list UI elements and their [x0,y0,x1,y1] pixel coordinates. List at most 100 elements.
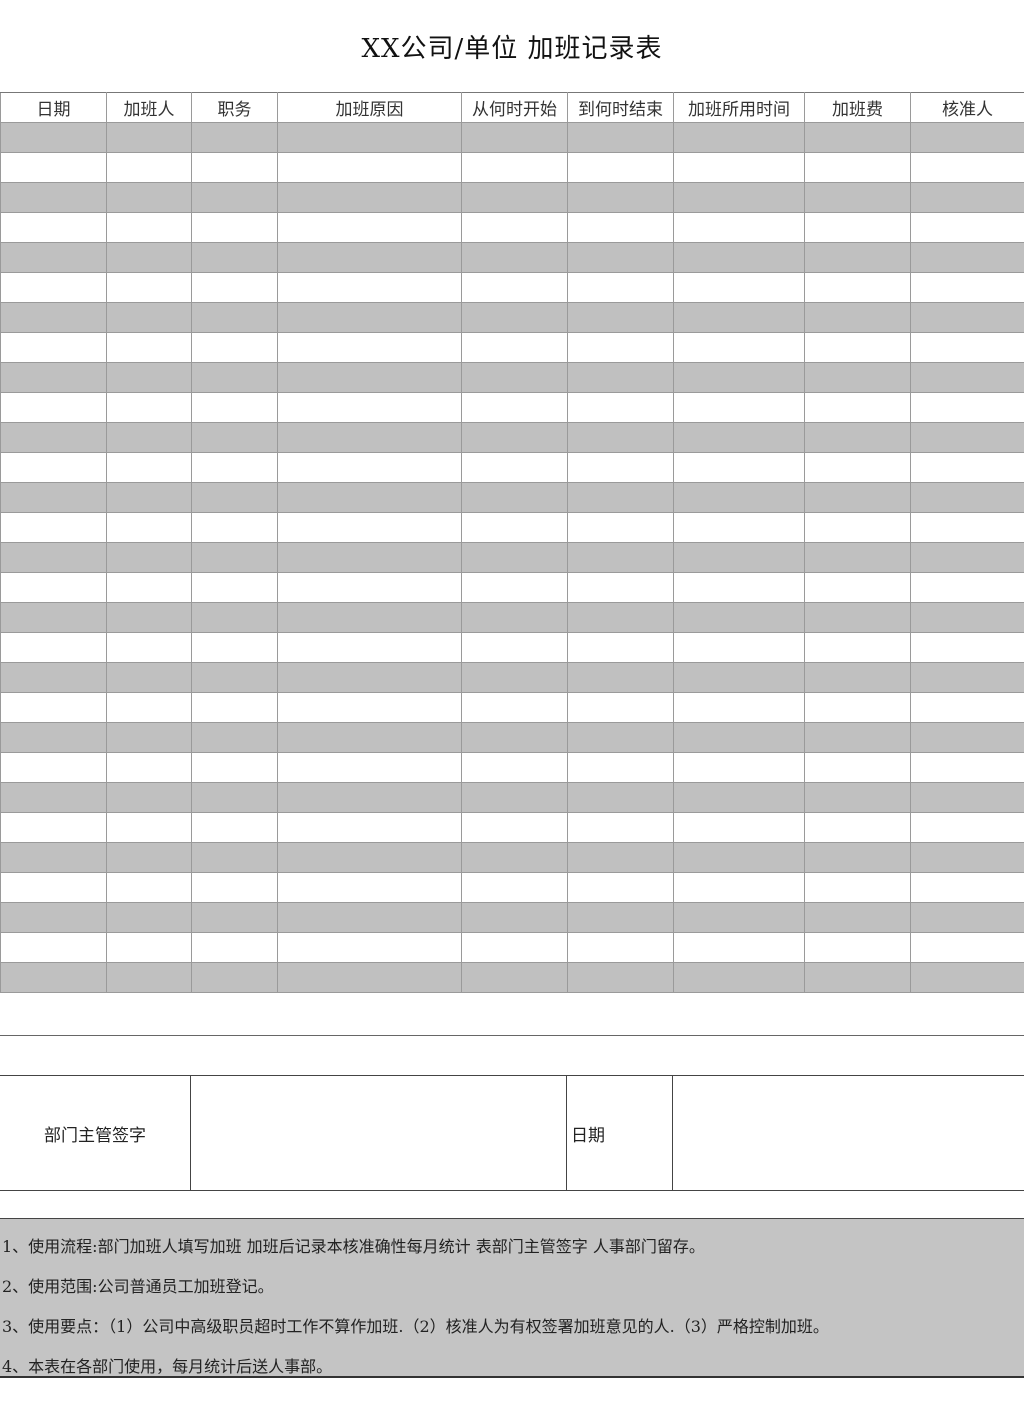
table-cell[interactable] [0,452,107,483]
table-cell[interactable] [910,182,1024,213]
table-cell[interactable] [461,842,568,873]
table-cell[interactable] [191,812,278,843]
table-cell[interactable] [461,452,568,483]
table-cell[interactable] [673,212,805,243]
table-cell[interactable] [567,482,674,513]
table-cell[interactable] [910,422,1024,453]
table-cell[interactable] [804,122,911,153]
table-cell[interactable] [106,662,192,693]
table-cell[interactable] [567,392,674,423]
table-cell[interactable] [106,902,192,933]
table-cell[interactable] [106,452,192,483]
table-cell[interactable] [0,302,107,333]
table-cell[interactable] [804,662,911,693]
table-cell[interactable] [277,212,462,243]
table-cell[interactable] [910,572,1024,603]
table-cell[interactable] [0,932,107,963]
table-cell[interactable] [910,842,1024,873]
table-cell[interactable] [191,932,278,963]
table-cell[interactable] [673,242,805,273]
table-cell[interactable] [567,422,674,453]
table-cell[interactable] [106,152,192,183]
table-cell[interactable] [277,632,462,663]
table-cell[interactable] [106,482,192,513]
table-cell[interactable] [0,242,107,273]
table-cell[interactable] [191,572,278,603]
table-cell[interactable] [191,662,278,693]
table-cell[interactable] [0,182,107,213]
table-cell[interactable] [191,902,278,933]
table-cell[interactable] [673,572,805,603]
table-cell[interactable] [910,602,1024,633]
table-cell[interactable] [461,542,568,573]
table-cell[interactable] [191,962,278,993]
table-cell[interactable] [673,932,805,963]
table-cell[interactable] [804,362,911,393]
table-cell[interactable] [910,512,1024,543]
table-cell[interactable] [673,842,805,873]
table-cell[interactable] [804,152,911,183]
table-cell[interactable] [804,932,911,963]
table-cell[interactable] [0,482,107,513]
table-cell[interactable] [673,182,805,213]
table-cell[interactable] [191,482,278,513]
table-cell[interactable] [106,572,192,603]
table-cell[interactable] [0,152,107,183]
table-cell[interactable] [804,212,911,243]
table-cell[interactable] [0,902,107,933]
table-cell[interactable] [673,692,805,723]
table-cell[interactable] [277,542,462,573]
table-cell[interactable] [673,962,805,993]
table-cell[interactable] [277,842,462,873]
table-cell[interactable] [567,782,674,813]
table-cell[interactable] [277,782,462,813]
table-cell[interactable] [106,332,192,363]
table-cell[interactable] [461,722,568,753]
table-cell[interactable] [910,362,1024,393]
table-cell[interactable] [673,512,805,543]
table-cell[interactable] [106,872,192,903]
table-cell[interactable] [461,272,568,303]
table-cell[interactable] [461,662,568,693]
table-cell[interactable] [567,212,674,243]
table-cell[interactable] [0,272,107,303]
table-cell[interactable] [277,872,462,903]
table-cell[interactable] [673,152,805,183]
table-cell[interactable] [910,242,1024,273]
table-cell[interactable] [0,722,107,753]
table-cell[interactable] [567,902,674,933]
table-cell[interactable] [106,842,192,873]
table-cell[interactable] [191,242,278,273]
table-cell[interactable] [910,812,1024,843]
table-cell[interactable] [673,122,805,153]
table-cell[interactable] [277,152,462,183]
table-cell[interactable] [910,932,1024,963]
table-cell[interactable] [673,782,805,813]
table-cell[interactable] [461,242,568,273]
table-cell[interactable] [461,332,568,363]
table-cell[interactable] [804,302,911,333]
table-cell[interactable] [567,962,674,993]
table-cell[interactable] [0,602,107,633]
table-cell[interactable] [567,272,674,303]
table-cell[interactable] [567,602,674,633]
table-cell[interactable] [0,782,107,813]
table-cell[interactable] [461,212,568,243]
table-cell[interactable] [910,752,1024,783]
table-cell[interactable] [277,482,462,513]
table-cell[interactable] [277,302,462,333]
table-cell[interactable] [804,572,911,603]
table-cell[interactable] [910,632,1024,663]
table-cell[interactable] [910,302,1024,333]
table-cell[interactable] [0,632,107,663]
table-cell[interactable] [910,482,1024,513]
table-cell[interactable] [910,722,1024,753]
table-cell[interactable] [191,692,278,723]
table-cell[interactable] [106,812,192,843]
table-cell[interactable] [277,662,462,693]
table-cell[interactable] [673,452,805,483]
table-cell[interactable] [0,212,107,243]
table-cell[interactable] [804,812,911,843]
table-cell[interactable] [191,632,278,663]
table-cell[interactable] [191,332,278,363]
